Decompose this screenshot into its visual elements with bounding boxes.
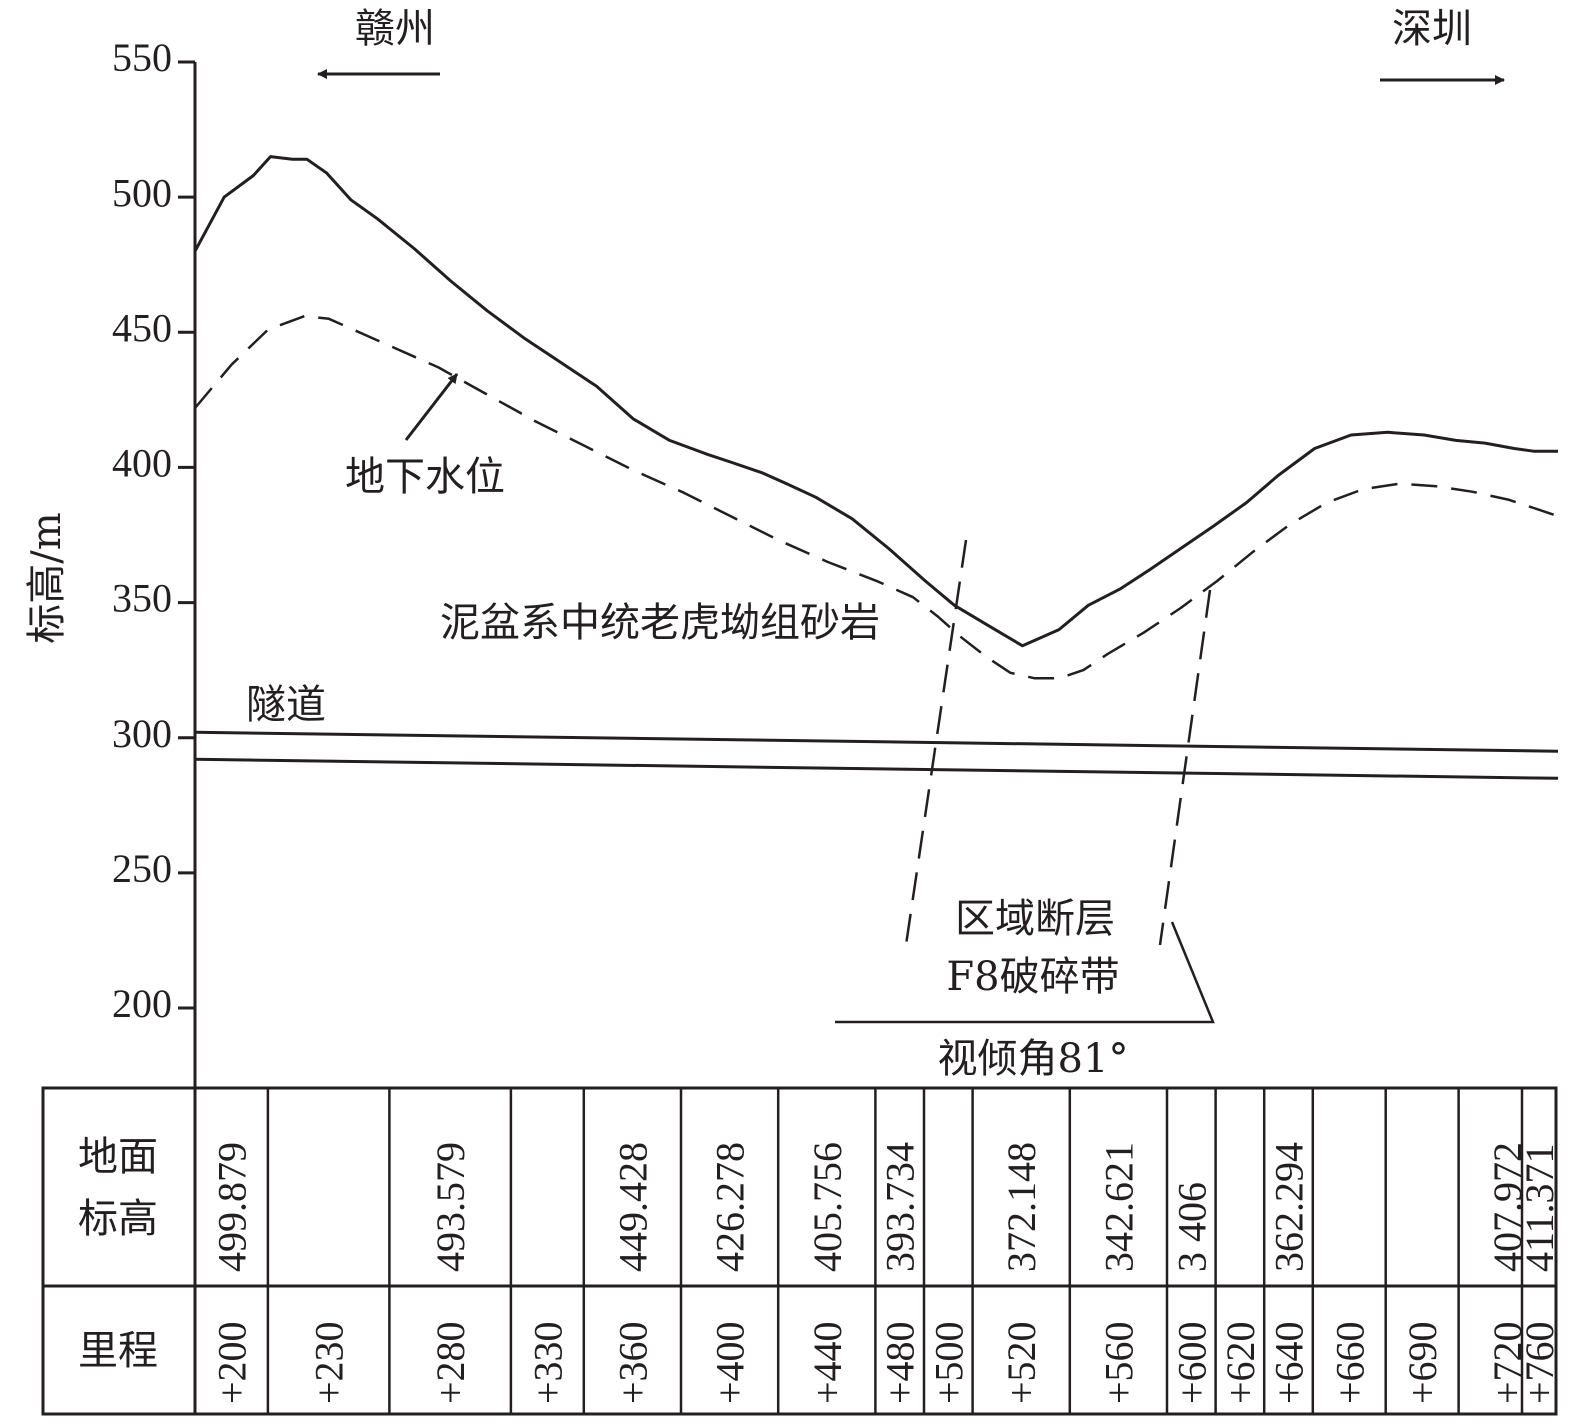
chainage-cell: +560 xyxy=(1096,1321,1141,1404)
y-tick-label: 300 xyxy=(112,711,172,756)
chainage-cell: +520 xyxy=(999,1321,1044,1404)
chainage-cell: +690 xyxy=(1400,1321,1445,1404)
chainage-cell: +660 xyxy=(1327,1321,1372,1404)
fault-label-line2: F8破碎带 xyxy=(946,954,1119,1000)
row-header-chainage: 里程 xyxy=(78,1328,158,1374)
fault-label-line1: 区域断层 xyxy=(955,896,1115,942)
groundwater-arrow-icon xyxy=(404,373,459,441)
row-header-elevation-line2: 标高 xyxy=(78,1196,158,1242)
elevation-cell: 342.621 xyxy=(1096,1142,1141,1272)
tunnel-label: 隧道 xyxy=(246,682,326,728)
y-axis-label: 标高/m xyxy=(24,512,70,643)
chainage-cell: +200 xyxy=(209,1321,254,1404)
elevation-cell: 372.148 xyxy=(999,1142,1044,1272)
fault-boundary-right xyxy=(1158,589,1212,946)
chainage-cell: +500 xyxy=(926,1321,971,1404)
elevation-cell: 411.371 xyxy=(1517,1143,1562,1272)
elevation-cell: 426.278 xyxy=(708,1142,753,1272)
dip-angle-label: 视倾角81° xyxy=(938,1036,1129,1082)
elevation-cell: 3 406 xyxy=(1169,1182,1214,1272)
chainage-cell: +400 xyxy=(708,1321,753,1404)
elevation-cell: 362.294 xyxy=(1267,1142,1312,1272)
chainage-cell: +440 xyxy=(805,1321,850,1404)
elevation-cell: 499.879 xyxy=(209,1142,254,1272)
rock-formation-label: 泥盆系中统老虎坳组砂岩 xyxy=(440,600,880,646)
series-line-tunnel-bottom xyxy=(194,757,1559,780)
chainage-cell: +280 xyxy=(428,1321,473,1404)
series-line-ground xyxy=(193,155,1558,648)
y-tick-label: 450 xyxy=(112,305,172,350)
direction-right-label: 深圳 xyxy=(1392,6,1472,52)
elevation-cell: 493.579 xyxy=(428,1142,473,1272)
y-tick-label: 350 xyxy=(112,576,172,621)
elevation-cell: 449.428 xyxy=(610,1142,655,1272)
groundwater-label: 地下水位 xyxy=(345,454,505,500)
chainage-cell: +640 xyxy=(1267,1321,1312,1404)
y-tick-label: 400 xyxy=(112,441,172,486)
row-header-elevation-line1: 地面 xyxy=(78,1134,158,1180)
fault-leader-line xyxy=(835,921,1215,1024)
chainage-cell: +360 xyxy=(610,1321,655,1404)
chainage-cell: +760 xyxy=(1517,1321,1562,1404)
y-axis: 550 500 450 400 350 300 250 200 xyxy=(112,35,197,1088)
y-tick-label: 200 xyxy=(112,981,172,1026)
series-line-groundwater xyxy=(194,314,1559,680)
elevation-cell: 405.756 xyxy=(805,1142,850,1272)
elevation-cell: 393.734 xyxy=(878,1142,923,1272)
y-tick-label: 550 xyxy=(112,35,172,80)
fault-boundary-left xyxy=(904,539,968,946)
chainage-cell: +330 xyxy=(525,1321,570,1404)
y-tick-label: 250 xyxy=(112,846,172,891)
chainage-cell: +600 xyxy=(1169,1321,1214,1404)
chainage-cell: +620 xyxy=(1218,1321,1263,1404)
chainage-cell: +230 xyxy=(307,1321,352,1404)
series-line-tunnel-top xyxy=(194,730,1559,753)
y-tick-labels: 550 500 450 400 350 300 250 200 xyxy=(112,35,195,1026)
table-columns: +200 499.879 +230 +280 493.579 +330 +360 449.42… xyxy=(209,1088,1562,1414)
chainage-cell: +480 xyxy=(878,1321,923,1404)
y-tick-label: 500 xyxy=(112,170,172,215)
profile-lines xyxy=(193,155,1559,780)
direction-left-label: 赣州 xyxy=(355,6,435,52)
